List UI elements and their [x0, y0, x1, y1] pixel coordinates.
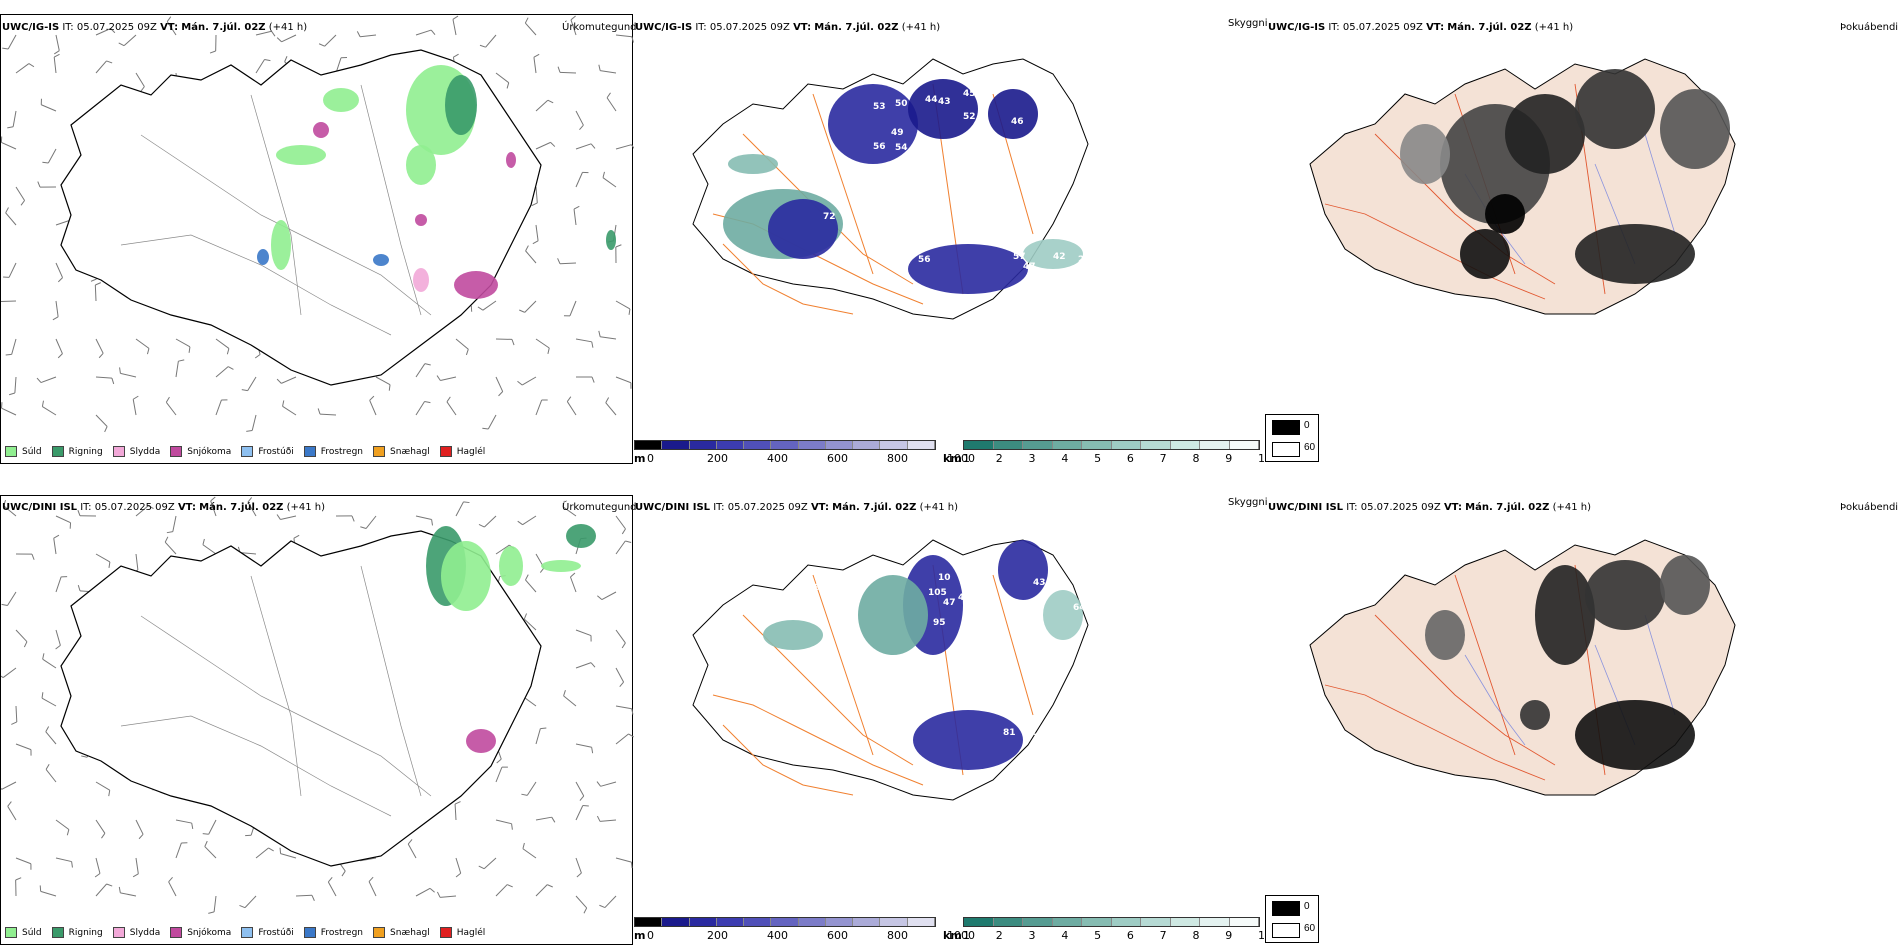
ceiling-label: 72 — [809, 271, 822, 281]
header-precip-bottom: UWC/DINI ISL IT: 05.07.2025 09Z VT: Mán.… — [2, 502, 326, 513]
ceiling-label: 50 — [895, 99, 908, 109]
visibility-unit-top: km — [943, 452, 962, 465]
fog-panel-top: 0 60 — [1265, 14, 1900, 464]
ceiling-label: 10 — [938, 573, 951, 583]
ceiling-unit-top: m — [634, 452, 646, 465]
ceiling-label: 120 — [1033, 733, 1052, 743]
legend-item-slydda: Slydda — [112, 446, 160, 457]
ceiling-label: 43 — [938, 97, 951, 107]
fog-map-top — [1309, 58, 1736, 315]
title-fog-top: Þokuábendi — [1840, 22, 1899, 33]
title-fog-bottom: Þokuábendi — [1840, 502, 1899, 513]
ceiling-label: 45 — [963, 89, 976, 99]
ceiling-label: 64 — [1073, 603, 1086, 613]
ceiling-label: 56 — [873, 142, 886, 152]
cloud-panel-bottom: 19 10 105 47 43 95 82 13 43 64 38 63 81 120 66 75 113 18 4… — [633, 495, 1272, 945]
ceiling-label: 113 — [1093, 766, 1112, 776]
fog-legend-bottom: 0 60 — [1265, 895, 1319, 943]
ceiling-label: 72 — [823, 212, 836, 222]
fog-panel-bottom: 0 60 — [1265, 495, 1900, 945]
legend-item-sudd: Súld — [5, 927, 42, 938]
ceiling-label: 151 — [1103, 272, 1122, 282]
ceiling-label: 57 — [1013, 252, 1026, 262]
precip-panel-bottom: Súld Rigning Slydda Snjókoma Frostúði Fr… — [0, 495, 634, 945]
ceiling-label: 46 — [1011, 117, 1024, 127]
fog-legend-top: 0 60 — [1265, 414, 1319, 462]
ceiling-label: 38 — [1103, 623, 1116, 633]
ceiling-label: 48 — [908, 157, 921, 167]
visibility-unit-bottom: km — [943, 929, 962, 942]
legend-item-snaehagl: Snæhagl — [373, 927, 430, 938]
legend-item-haglel: Haglél — [439, 927, 485, 938]
ceiling-label: 56 — [918, 255, 931, 265]
legend-item-frostregn: Frostregn — [303, 446, 363, 457]
ceiling-scale-top — [634, 440, 936, 450]
title-precip-bottom: Úrkomutegund — [562, 502, 637, 513]
ceiling-label: 49 — [891, 128, 904, 138]
cloud-panel-top: 53 50 44 43 45 52 46 14 49 56 54 48 44 59 18 55 72 59 48 11… — [633, 14, 1272, 465]
visibility-scale-top — [963, 440, 1260, 450]
header-cloud-bottom: UWC/DINI ISL IT: 05.07.2025 09Z VT: Mán.… — [635, 502, 959, 513]
ceiling-label: 52 — [963, 112, 976, 122]
ceiling-label: 48 — [871, 235, 884, 245]
legend-item-sudd: Súld — [5, 446, 42, 457]
legend-item-snjokoma: Snjókoma — [170, 446, 231, 457]
title-cloud-bottom: Skyggni — [1228, 497, 1268, 508]
ceiling-label: 71 — [925, 231, 938, 241]
precip-map-bottom — [1, 496, 634, 914]
legend-item-haglel: Haglél — [439, 446, 485, 457]
legend-item-frostudi: Frostúði — [241, 446, 294, 457]
ceiling-label: 43 — [958, 593, 971, 603]
ceiling-label: 59 — [875, 217, 888, 227]
header-precip-top: UWC/IG-IS IT: 05.07.2025 09Z VT: Mán. 7.… — [2, 22, 308, 33]
ceiling-unit-bottom: m — [634, 929, 646, 942]
ceiling-label: 82 — [963, 648, 976, 658]
precip-legend-top: Súld Rigning Slydda Snjókoma Frostúði Fr… — [5, 446, 485, 457]
precip-panel-top: Súld Rigning Slydda Snjókoma Frostúði Fr… — [0, 14, 634, 464]
ceiling-label: 47 — [1023, 262, 1036, 272]
ceiling-label: 43 — [1033, 578, 1046, 588]
legend-item-slydda: Slydda — [112, 927, 160, 938]
title-precip-top: Úrkomutegund — [562, 22, 637, 33]
ceiling-label: 19 — [808, 583, 821, 593]
visibility-scale-bottom — [963, 917, 1260, 927]
precip-map-top — [1, 15, 634, 433]
fog-map-bottom — [1309, 539, 1736, 796]
ceiling-label: 95 — [933, 618, 946, 628]
header-fog-top: UWC/IG-IS IT: 05.07.2025 09Z VT: Mán. 7.… — [1268, 22, 1574, 33]
legend-item-snjokoma: Snjókoma — [170, 927, 231, 938]
legend-item-frostudi: Frostúði — [241, 927, 294, 938]
legend-item-rigning: Rigning — [51, 446, 103, 457]
ceiling-label: 66 — [1058, 738, 1071, 748]
legend-item-rigning: Rigning — [51, 927, 103, 938]
ceiling-label: 55 — [873, 217, 886, 227]
ceiling-label: 18 — [951, 169, 964, 179]
ceiling-label: 105 — [928, 588, 947, 598]
header-cloud-top: UWC/IG-IS IT: 05.07.2025 09Z VT: Mán. 7.… — [635, 22, 941, 33]
ceiling-label: 43 — [963, 588, 976, 598]
ceiling-label: 53 — [873, 102, 886, 112]
ceiling-label: 14 — [1038, 117, 1051, 127]
ceiling-scale-bottom — [634, 917, 936, 927]
ceiling-label: 18 — [933, 668, 946, 678]
ceiling-label: 42 — [1053, 252, 1066, 262]
ceiling-label: 11 — [900, 245, 913, 255]
title-cloud-top: Skyggni — [1228, 18, 1268, 29]
ceiling-label: 44 — [925, 95, 938, 105]
legend-item-frostregn: Frostregn — [303, 927, 363, 938]
ceiling-label: 47 — [943, 598, 956, 608]
precip-legend-bottom: Súld Rigning Slydda Snjókoma Frostúði Fr… — [5, 927, 485, 938]
ceiling-label: 75 — [1093, 746, 1106, 756]
header-fog-bottom: UWC/DINI ISL IT: 05.07.2025 09Z VT: Mán.… — [1268, 502, 1592, 513]
ceiling-label: 21 — [1078, 255, 1091, 265]
ceiling-label: 44 — [891, 159, 904, 169]
ceiling-label: 59 — [865, 177, 878, 187]
ceiling-label: 54 — [895, 143, 908, 153]
ceiling-label: 81 — [1003, 728, 1016, 738]
legend-item-snaehagl: Snæhagl — [373, 446, 430, 457]
ceiling-label: 63 — [1043, 668, 1056, 678]
ceiling-label: 13 — [993, 668, 1006, 678]
